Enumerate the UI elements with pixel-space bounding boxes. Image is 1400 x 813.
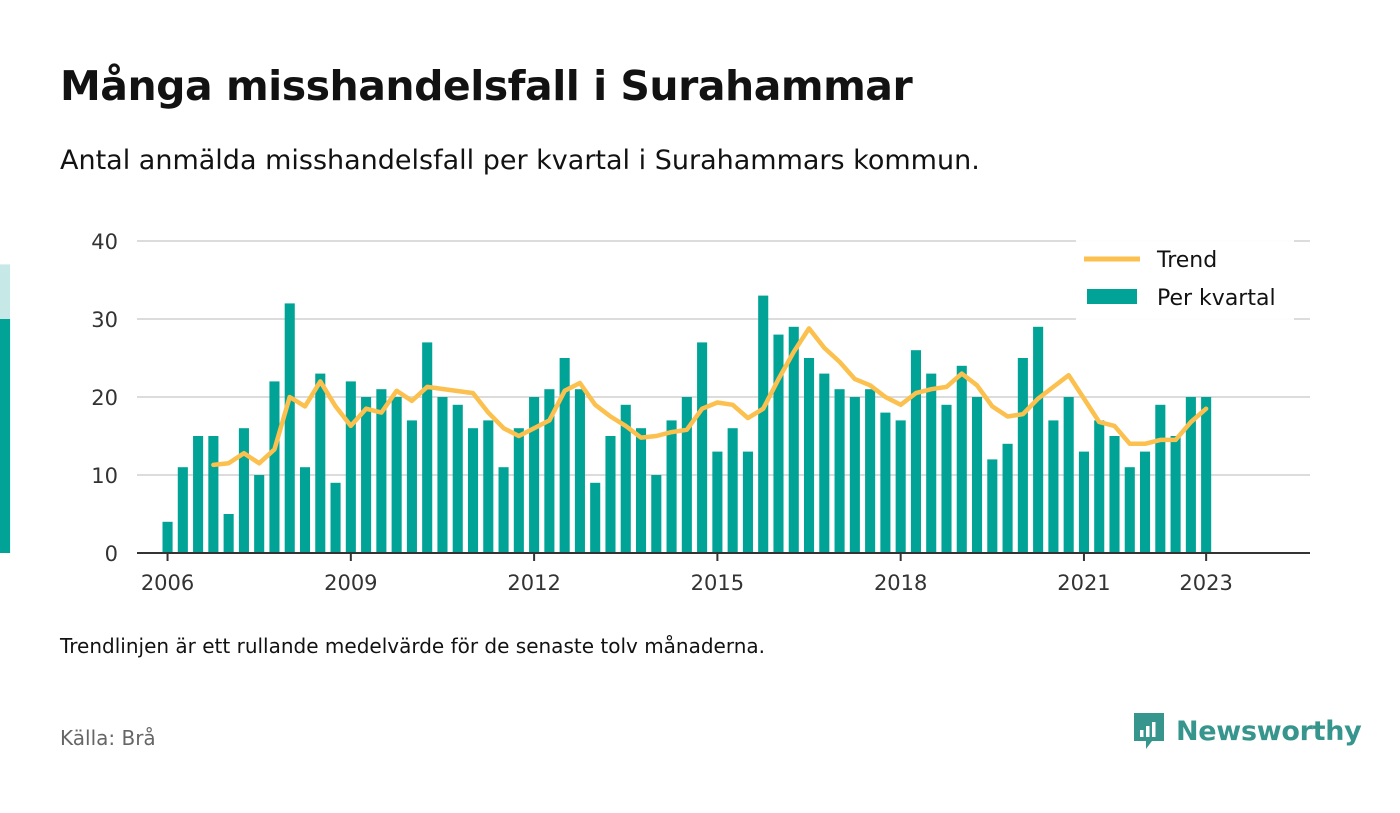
bar — [666, 420, 677, 553]
bar — [238, 428, 249, 553]
bar — [483, 420, 494, 553]
bar — [681, 397, 692, 553]
bar — [910, 350, 921, 553]
bar — [1155, 404, 1166, 553]
bar — [498, 467, 509, 553]
bar — [0, 319, 11, 553]
chart-area: 0 10 20 30 40 2006 2009 2012 2015 2018 2021 2023 Tr… — [0, 230, 1310, 595]
legend: Trend Per kvartal — [1076, 240, 1294, 320]
x-tick-label: 2009 — [324, 571, 377, 595]
bar — [758, 295, 769, 553]
bar — [254, 475, 265, 553]
bar — [880, 412, 891, 553]
bar — [376, 389, 387, 553]
bar — [605, 436, 616, 553]
bar — [193, 436, 204, 553]
chart-subtitle: Antal anmälda misshandelsfall per kvarta… — [60, 145, 980, 176]
bar — [635, 428, 647, 553]
newsworthy-logo-icon — [1134, 713, 1164, 749]
bar — [865, 389, 876, 553]
bar — [345, 381, 356, 553]
bar-series — [0, 264, 1212, 553]
bar — [1140, 451, 1151, 553]
bar — [467, 428, 479, 553]
bar — [437, 397, 448, 553]
legend-trend-label: Trend — [1156, 248, 1217, 273]
bar — [529, 397, 540, 553]
bar — [819, 373, 830, 553]
bar — [773, 334, 784, 553]
bar — [1201, 397, 1212, 553]
y-tick-label: 10 — [91, 464, 118, 488]
bar — [1124, 467, 1135, 553]
bar — [712, 451, 723, 553]
bar — [590, 482, 601, 553]
bar — [895, 420, 906, 553]
bar — [544, 389, 555, 553]
bar — [620, 404, 631, 553]
bar — [1109, 436, 1120, 553]
bar — [651, 475, 662, 553]
bar — [223, 514, 234, 553]
x-tick-label: 2006 — [141, 571, 194, 595]
bar — [177, 467, 188, 553]
bar — [1170, 436, 1181, 553]
bar — [971, 397, 983, 553]
bar — [208, 436, 219, 553]
bar — [1185, 397, 1196, 553]
axes: 0 10 20 30 40 2006 2009 2012 2015 2018 2021 2023 — [91, 230, 1310, 595]
y-tick-label: 20 — [91, 386, 118, 410]
bar — [742, 451, 753, 553]
x-tick-label: 2015 — [691, 571, 744, 595]
bar — [269, 381, 280, 553]
x-tick-label: 2012 — [507, 571, 560, 595]
chart-title: Många misshandelsfall i Surahammar — [60, 62, 913, 110]
bar — [697, 342, 708, 553]
bar — [452, 404, 463, 553]
x-tick-label: 2023 — [1179, 571, 1232, 595]
trend-series — [211, 326, 1209, 468]
bar — [834, 389, 845, 553]
bar — [299, 467, 311, 553]
brand-name: Newsworthy — [1176, 715, 1362, 747]
bar — [162, 521, 173, 553]
bar — [513, 428, 524, 553]
bar — [941, 404, 952, 553]
bar — [849, 397, 860, 553]
bar — [574, 389, 585, 553]
y-tick-label: 30 — [91, 308, 118, 332]
bar — [1094, 420, 1105, 553]
bar — [330, 482, 341, 553]
bar — [1033, 326, 1044, 553]
trend-line — [211, 326, 1209, 468]
bar — [1017, 358, 1028, 553]
footnote: Trendlinjen är ett rullande medelvärde f… — [60, 634, 766, 658]
bar — [788, 326, 799, 553]
bar — [803, 358, 815, 553]
legend-background — [1076, 240, 1294, 320]
bar — [406, 420, 417, 553]
legend-bar-label: Per kvartal — [1157, 286, 1276, 311]
bar — [1063, 397, 1074, 553]
bar — [422, 342, 433, 553]
bar — [284, 303, 295, 553]
bar — [987, 459, 998, 553]
bar — [727, 428, 738, 553]
bar — [1002, 443, 1013, 553]
newsworthy-brand[interactable]: Newsworthy — [1132, 711, 1362, 751]
legend-bar-swatch — [1087, 289, 1137, 304]
x-tick-label: 2021 — [1057, 571, 1110, 595]
bar — [956, 365, 967, 553]
bar — [391, 397, 402, 553]
bar — [315, 373, 326, 553]
source-credit: Källa: Brå — [60, 726, 156, 750]
bar — [1048, 420, 1059, 553]
y-tick-label: 40 — [91, 230, 118, 254]
bar — [926, 373, 937, 553]
x-tick-label: 2018 — [874, 571, 927, 595]
y-tick-label: 0 — [105, 542, 118, 566]
bar — [361, 397, 372, 553]
bar — [559, 358, 570, 553]
bar — [1078, 451, 1089, 553]
